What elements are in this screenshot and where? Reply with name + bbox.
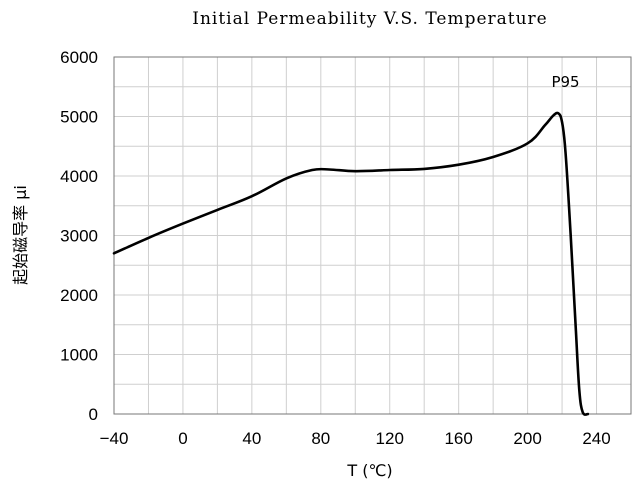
y-tick-label: 5000 [60,108,98,127]
y-tick-label: 2000 [60,286,98,305]
x-tick-label: 240 [582,429,610,448]
x-tick-label: 160 [444,429,472,448]
series-line-p95 [112,111,590,416]
x-tick-label: −40 [100,429,129,448]
y-tick-label: 4000 [60,167,98,186]
x-tick-label: 80 [311,429,330,448]
y-tick-label: 1000 [60,346,98,365]
x-tick-label: 0 [178,429,187,448]
y-tick-label: 0 [89,405,98,424]
y-tick-label: 6000 [60,48,98,67]
y-axis-title: 起始磁导率 μi [11,185,30,285]
x-axis-title: T (℃) [346,461,392,480]
grid [114,57,631,414]
x-tick-label: 120 [376,429,404,448]
x-tick-label: 40 [242,429,261,448]
x-tick-label: 200 [513,429,541,448]
y-tick-label: 3000 [60,227,98,246]
chart-title: Initial Permeability V.S. Temperature [192,9,547,29]
plot-frame [113,56,632,415]
series-label-p95: P95 [551,73,579,91]
tick-labels: −40 0 40 80 120 160 200 24001000200030004000500… [60,48,611,448]
